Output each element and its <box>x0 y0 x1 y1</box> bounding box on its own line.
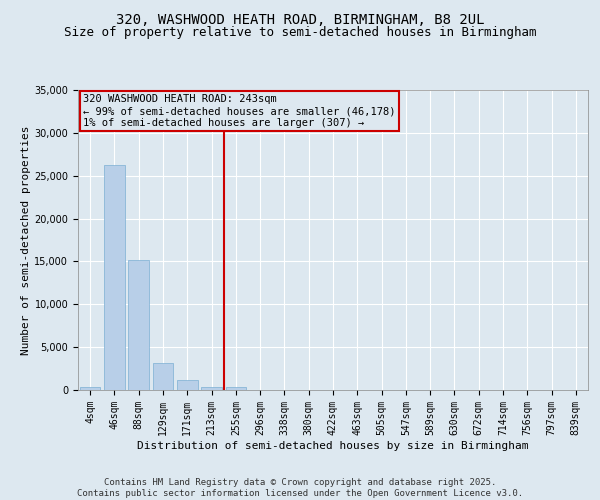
Text: 320, WASHWOOD HEATH ROAD, BIRMINGHAM, B8 2UL: 320, WASHWOOD HEATH ROAD, BIRMINGHAM, B8… <box>116 12 484 26</box>
Bar <box>152 362 173 390</box>
Bar <box>226 388 246 390</box>
Bar <box>104 164 125 390</box>
Bar <box>128 260 149 390</box>
Text: Contains HM Land Registry data © Crown copyright and database right 2025.
Contai: Contains HM Land Registry data © Crown c… <box>77 478 523 498</box>
Bar <box>80 387 100 390</box>
Bar <box>201 387 222 390</box>
Bar <box>177 380 197 390</box>
Text: 320 WASHWOOD HEATH ROAD: 243sqm
← 99% of semi-detached houses are smaller (46,17: 320 WASHWOOD HEATH ROAD: 243sqm ← 99% of… <box>83 94 395 128</box>
Text: Size of property relative to semi-detached houses in Birmingham: Size of property relative to semi-detach… <box>64 26 536 39</box>
X-axis label: Distribution of semi-detached houses by size in Birmingham: Distribution of semi-detached houses by … <box>137 440 529 450</box>
Y-axis label: Number of semi-detached properties: Number of semi-detached properties <box>22 125 32 355</box>
